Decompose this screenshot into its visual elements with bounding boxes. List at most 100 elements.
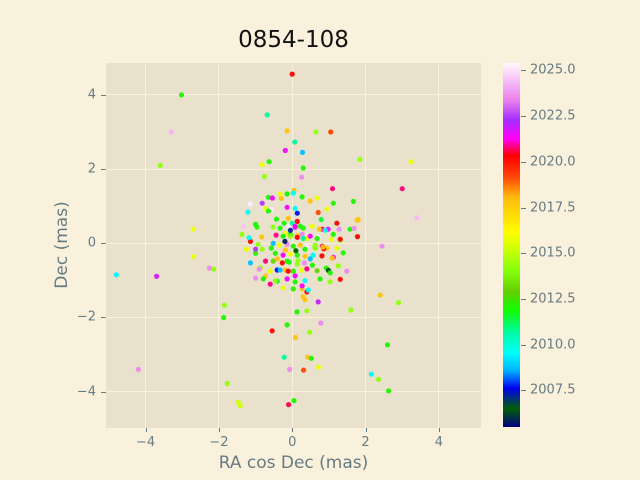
y-tick-mark [101, 391, 106, 393]
data-point [375, 376, 381, 382]
data-point [337, 276, 343, 282]
data-point [211, 266, 217, 272]
colorbar-tick-mark [521, 253, 526, 255]
data-point [379, 243, 385, 249]
data-point [350, 198, 356, 204]
data-point [329, 186, 336, 192]
data-point [290, 190, 296, 196]
data-point [328, 236, 334, 242]
x-tick-label: −4 [135, 435, 156, 450]
data-point [206, 265, 212, 271]
data-point [276, 242, 282, 248]
data-point [317, 276, 323, 282]
data-point [301, 367, 307, 373]
data-point [334, 220, 340, 226]
data-point [272, 278, 278, 284]
data-point [314, 195, 320, 201]
data-point [399, 186, 405, 192]
data-point [285, 215, 291, 221]
data-point [282, 247, 288, 253]
data-point [284, 322, 290, 328]
data-point [302, 246, 308, 252]
data-point [300, 235, 306, 242]
data-point [337, 236, 343, 242]
colorbar-tick-label: 2025.0 [530, 62, 576, 78]
data-point [279, 260, 285, 266]
data-point [287, 233, 293, 239]
data-point [270, 258, 276, 264]
data-point [278, 195, 284, 201]
data-point [237, 403, 243, 409]
data-point [280, 233, 286, 239]
data-point [273, 232, 279, 238]
data-point [277, 191, 283, 197]
y-tick-label: 2 [87, 161, 96, 177]
data-point [299, 174, 305, 180]
data-point [277, 267, 283, 273]
data-point [328, 129, 334, 135]
data-point [292, 273, 298, 279]
x-tick-mark [438, 428, 440, 432]
colorbar-tick-label: 2022.5 [530, 108, 576, 124]
data-point [309, 262, 315, 268]
data-point [239, 231, 245, 237]
y-tick-mark [101, 169, 106, 171]
data-point [255, 241, 261, 247]
data-point [347, 226, 353, 232]
data-point [289, 71, 295, 77]
data-point [302, 297, 308, 303]
data-point [261, 173, 267, 180]
data-point [157, 162, 163, 168]
data-point [301, 260, 307, 266]
grid-line-horizontal [106, 94, 481, 96]
data-point [269, 328, 275, 334]
data-point [377, 292, 383, 298]
data-point [113, 272, 119, 278]
grid-line-horizontal [106, 316, 481, 318]
data-point [270, 240, 276, 246]
data-point [316, 364, 322, 370]
data-point [259, 246, 265, 252]
data-point [292, 139, 298, 145]
data-point [270, 224, 276, 230]
data-point [327, 270, 333, 276]
data-point [282, 147, 288, 154]
colorbar-tick-mark [521, 207, 526, 209]
colorbar-tick-label: 2020.0 [530, 154, 576, 170]
data-point [302, 253, 308, 259]
colorbar-tick-mark [521, 344, 526, 346]
data-point [294, 210, 300, 216]
y-tick-mark [101, 94, 106, 96]
data-point [265, 194, 271, 200]
data-point [286, 402, 292, 408]
data-point [314, 268, 320, 274]
x-tick-label: −2 [209, 435, 229, 450]
data-point [168, 129, 174, 135]
y-tick-label: 0 [87, 235, 96, 251]
data-point [384, 342, 391, 348]
data-point [292, 334, 299, 341]
grid-line-vertical [145, 63, 147, 428]
data-point [295, 258, 301, 264]
data-point [386, 388, 392, 394]
data-point [305, 287, 311, 293]
data-point [264, 112, 270, 118]
data-point [247, 201, 253, 207]
x-tick-mark [145, 428, 147, 432]
data-point [348, 307, 354, 313]
data-point [260, 276, 266, 282]
colorbar-gradient [503, 63, 520, 427]
data-point [294, 309, 300, 315]
data-point [307, 329, 313, 335]
x-tick-label: 2 [361, 435, 370, 450]
chart-title: 0854-108 [238, 27, 349, 53]
x-tick-label: 0 [288, 435, 297, 450]
data-point [299, 283, 305, 289]
data-point [135, 366, 141, 372]
data-point [294, 218, 300, 224]
data-point [329, 255, 335, 261]
data-point [247, 260, 253, 266]
data-point [298, 267, 304, 273]
data-point [267, 268, 273, 274]
